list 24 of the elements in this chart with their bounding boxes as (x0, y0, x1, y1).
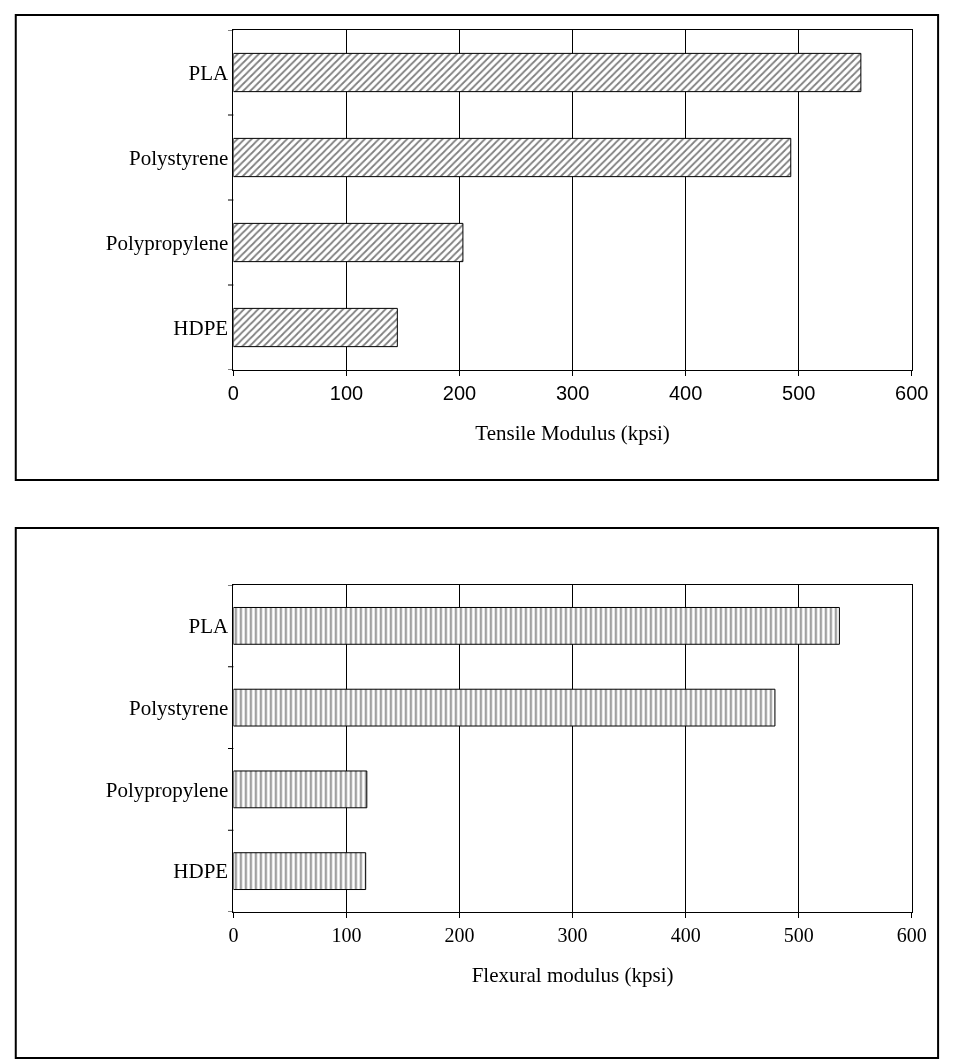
y-tick-label: HDPE (173, 859, 229, 884)
x-tick-label: 300 (555, 382, 590, 404)
x-tick-label: 100 (331, 924, 362, 946)
y-tick-label: HDPE (173, 315, 229, 340)
y-tick-label: Polystyrene (129, 145, 229, 170)
x-tick-label: 400 (668, 382, 703, 404)
y-tick-label: Polypropylene (105, 230, 229, 255)
x-tick-label: 400 (670, 924, 701, 946)
x-tick-label: 500 (782, 382, 816, 404)
y-tick-label: PLA (188, 614, 230, 639)
x-tick-label: 600 (896, 924, 927, 946)
x-axis-title: Flexural modulus (kpsi) (471, 963, 674, 988)
y-tick-label: Polystyrene (129, 695, 229, 720)
x-tick-label: 100 (329, 382, 364, 404)
y-tick-label: Polypropylene (105, 777, 229, 802)
x-tick-label: 300 (557, 924, 588, 946)
x-tick-label: 200 (444, 924, 475, 946)
x-tick-label: 200 (442, 382, 477, 404)
y-tick-label: PLA (188, 60, 230, 85)
x-axis-title: Tensile Modulus (kpsi) (475, 421, 670, 446)
x-tick-label: 500 (783, 924, 814, 946)
x-tick-label: 600 (895, 382, 929, 404)
x-tick-label: 0 (228, 924, 239, 946)
x-tick-label: 0 (227, 382, 239, 404)
